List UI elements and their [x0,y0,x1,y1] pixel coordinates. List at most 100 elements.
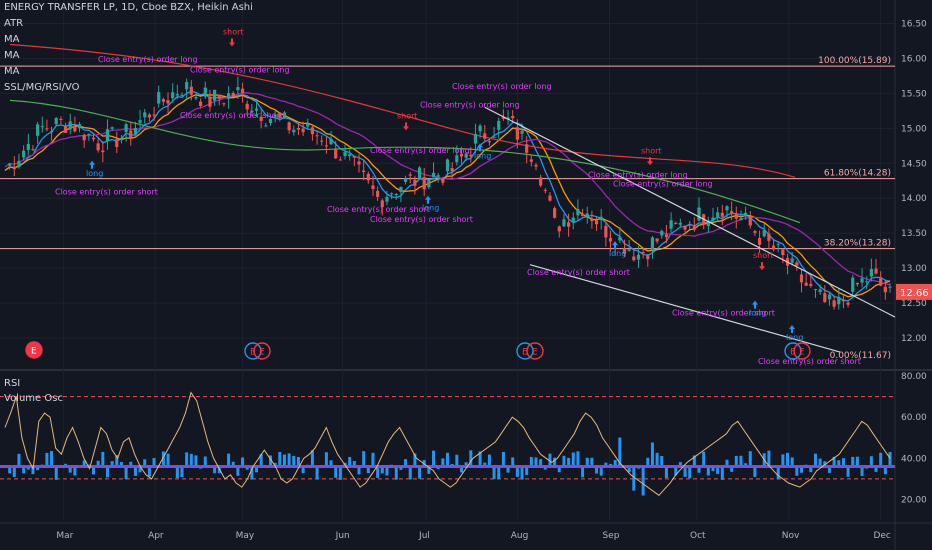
volume-osc-bar [422,460,426,467]
candle-body [883,286,887,293]
fib-label: 38.20%(13.28) [824,239,891,249]
fib-label: 61.80%(14.28) [824,169,891,179]
candle-body [68,121,72,130]
candle-body [40,126,44,128]
volume-osc-bar [781,454,785,467]
candle-body [483,133,487,139]
candle-body [478,125,482,132]
candle-body [487,141,492,143]
candle-body [874,268,878,274]
close-order-label: Close entry(s) order short [758,357,861,366]
candle-body [841,300,846,302]
volume-osc-bar [12,466,16,478]
indicator-ssl[interactable]: SSL/MG/RSI/VO [4,82,80,93]
candle-body [36,124,40,136]
candle-body [567,222,571,227]
volume-osc-bar [832,456,836,467]
candle-body [161,99,165,102]
earnings-icon [253,342,271,360]
candle-body [171,92,175,99]
candle-body [371,185,375,189]
x-tick-label: Nov [782,531,800,541]
y-tick-label: 16.00 [901,54,927,64]
candle-body [431,172,436,178]
volume-osc-bar [124,466,128,480]
candle-body [599,216,603,221]
symbol-title[interactable]: ENERGY TRANSFER LP, 1D, Cboe BZX, Heikin… [4,2,253,13]
volume-osc-bar [734,455,738,467]
earnings-icon [784,342,802,360]
volume-osc-bar [282,454,286,467]
x-tick-label: Jun [335,531,350,541]
x-tick-label: Aug [511,531,529,541]
volume-osc-bar [338,466,342,480]
volume-osc-bar [357,466,361,475]
volume-osc-bar [236,466,240,476]
earnings-label: E [259,348,265,358]
close-order-label: Close entry(s) order short [527,268,630,277]
candle-body [865,281,869,283]
candle-body [464,153,468,158]
candle-body [217,94,221,99]
candle-body [273,114,277,117]
candle-body [497,120,501,130]
volume-osc-bar [595,466,599,474]
candle-body [888,286,892,288]
close-order-label: Close entry(s) order short [180,111,283,120]
long-arrow-icon [789,325,795,334]
candle-body [152,114,156,116]
candle-body [776,244,780,246]
indicator-atr[interactable]: ATR [4,18,24,29]
candle-body [245,103,249,110]
volume-osc-bar [292,455,296,467]
volume-osc-bar [129,461,133,467]
volume-osc-bar [567,457,571,467]
earnings-icon [244,342,262,360]
volume-osc-bar [408,466,412,480]
candle-body [222,103,226,105]
volume-osc-bar [874,466,878,472]
candle-body [268,118,273,124]
candle-body [767,233,771,241]
candle-body [194,97,198,99]
close-order-label: Close entry(s) order long [588,170,688,179]
indicator-ma-2[interactable]: MA [4,50,20,61]
volume-osc-bar [50,451,54,467]
earnings-icon [526,342,544,360]
candle-body [706,222,710,226]
candle-body [674,222,678,224]
volume-osc-bar [823,461,827,467]
candle-body [292,129,296,133]
indicator-ma-1[interactable]: MA [4,34,20,45]
candle-body [199,101,203,107]
long-label: long [86,169,103,178]
short-arrow-icon [647,157,653,166]
candle-body [82,134,86,141]
short-arrow-icon [759,262,765,271]
indicator-volume-osc[interactable]: Volume Osc [4,393,63,404]
volume-osc-bar [487,454,491,467]
indicator-ma-3[interactable]: MA [4,66,20,77]
close-order-label: Close entry(s) order long [370,146,470,155]
candle-body [725,206,729,211]
candle-body [49,131,54,133]
candle-body [660,230,664,236]
candle-body [860,278,864,283]
volume-osc-bar [646,457,650,467]
volume-osc-bar [366,466,370,473]
candle-body [147,114,151,118]
volume-osc-bar [744,463,748,467]
candle-body [557,226,561,232]
indicator-rsi[interactable]: RSI [4,378,21,389]
candle-body [427,179,431,188]
volume-osc-bar [860,466,864,476]
volume-osc-bar [231,461,235,467]
ma-line-red [9,43,796,178]
trend-lines[interactable] [484,106,896,353]
volume-osc-bar [310,450,314,467]
close-order-label: Close entry(s) order long [613,179,713,188]
volume-osc-bar [73,466,77,476]
candle-body [837,296,841,305]
